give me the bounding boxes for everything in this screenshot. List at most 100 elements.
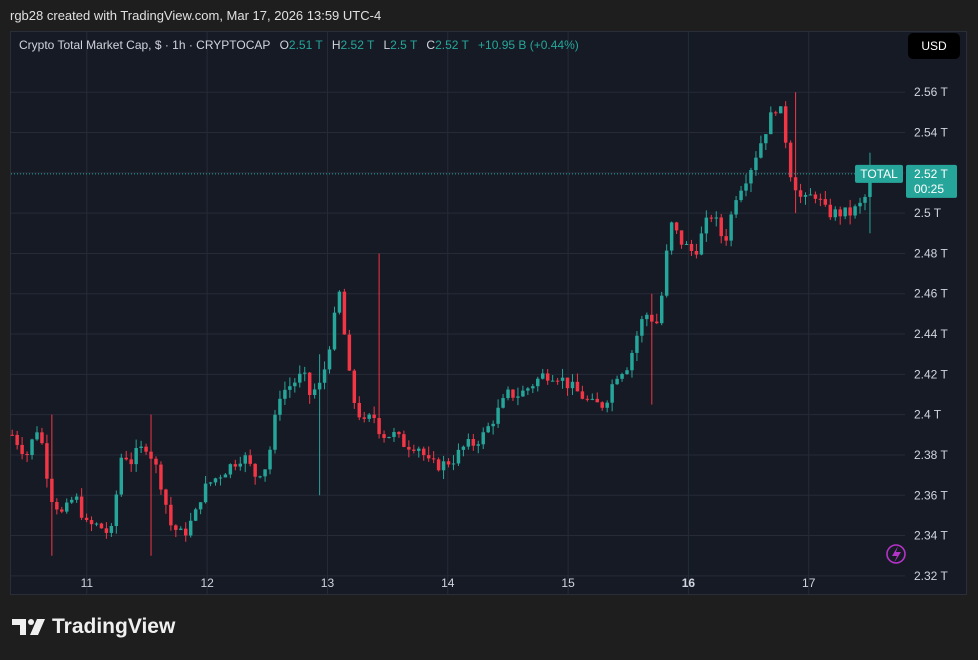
candle	[704, 210, 709, 242]
candle	[496, 399, 500, 428]
candle	[15, 430, 19, 450]
candle	[50, 414, 54, 556]
candle	[744, 174, 748, 197]
candle	[84, 513, 89, 523]
candle	[392, 427, 396, 442]
candle	[263, 469, 267, 482]
y-tick-label: 2.36 T	[914, 488, 948, 502]
candle	[813, 191, 818, 204]
candle	[461, 445, 466, 457]
candle	[258, 475, 262, 479]
high-value: 2.52 T	[340, 38, 375, 52]
candle	[10, 429, 14, 436]
candle	[89, 516, 94, 532]
candle	[540, 368, 545, 380]
candle	[511, 389, 515, 401]
candle	[645, 312, 649, 327]
candle	[550, 375, 555, 382]
candle	[555, 377, 560, 385]
candle	[536, 376, 540, 392]
candle	[198, 502, 203, 515]
candle	[208, 481, 213, 487]
candle	[426, 446, 431, 462]
candle	[590, 393, 595, 401]
candle	[55, 498, 59, 515]
candle	[640, 315, 644, 343]
candle	[659, 291, 664, 326]
candle	[818, 193, 823, 207]
y-tick-label: 2.56 T	[914, 85, 948, 99]
candle	[650, 293, 654, 405]
candle	[298, 365, 302, 388]
candle	[228, 463, 233, 479]
candle	[764, 134, 768, 151]
candle	[664, 244, 669, 298]
candle	[193, 507, 198, 522]
symbol-tag-label: TOTAL	[860, 167, 898, 181]
candle	[431, 451, 436, 464]
candle	[501, 394, 505, 409]
candle	[278, 390, 282, 421]
candle	[342, 288, 347, 335]
candle	[288, 377, 292, 398]
candle	[788, 140, 793, 182]
candle	[848, 199, 852, 225]
y-tick-label: 2.42 T	[914, 367, 948, 381]
candle	[174, 524, 178, 538]
candle	[307, 371, 312, 404]
candle	[40, 427, 44, 445]
candle	[382, 430, 386, 443]
chart-panel[interactable]	[10, 31, 967, 595]
candle	[238, 456, 243, 471]
candle	[709, 214, 714, 223]
candle	[734, 196, 738, 218]
y-tick-label: 2.4 T	[914, 408, 942, 422]
high-label: H	[331, 38, 341, 52]
candle	[506, 386, 510, 401]
candle	[402, 430, 406, 448]
candle	[94, 522, 99, 527]
candle	[119, 453, 124, 497]
tradingview-logo-icon	[12, 619, 45, 635]
candle	[352, 368, 357, 409]
y-tick-label: 2.46 T	[914, 287, 948, 301]
candle	[25, 451, 29, 463]
candle	[322, 361, 327, 390]
candle	[838, 206, 842, 225]
x-tick-label: 12	[200, 576, 214, 590]
candle	[114, 490, 119, 534]
candle	[362, 411, 366, 423]
candle	[605, 400, 609, 413]
candle	[149, 414, 153, 556]
candle	[674, 221, 679, 234]
candle	[159, 461, 163, 495]
symbol-title[interactable]: Crypto Total Market Cap, $ · 1h · CRYPTO…	[19, 38, 271, 52]
x-tick-label: 11	[81, 576, 94, 590]
candle	[739, 185, 743, 203]
low-value: 2.5 T	[390, 38, 418, 52]
brand-footer[interactable]: TradingView	[12, 615, 175, 639]
candle	[719, 213, 723, 244]
candle	[184, 522, 188, 542]
candle	[759, 135, 763, 159]
candle	[853, 204, 857, 219]
candle	[570, 374, 575, 395]
candle	[456, 443, 461, 466]
candle	[446, 458, 451, 468]
x-tick-label: 13	[321, 576, 335, 590]
y-tick-label: 2.34 T	[914, 529, 948, 543]
x-tick-label: 15	[561, 576, 575, 590]
candle	[397, 431, 401, 438]
candle	[99, 522, 104, 529]
candle	[407, 440, 411, 458]
candle	[828, 198, 833, 220]
candle	[312, 383, 317, 399]
open-value: 2.51 T	[288, 38, 323, 52]
candle	[868, 152, 872, 234]
candle	[317, 354, 322, 496]
candle	[595, 392, 599, 403]
lightning-icon[interactable]	[886, 544, 906, 564]
candle	[694, 243, 699, 259]
currency-button[interactable]: USD	[908, 33, 960, 59]
